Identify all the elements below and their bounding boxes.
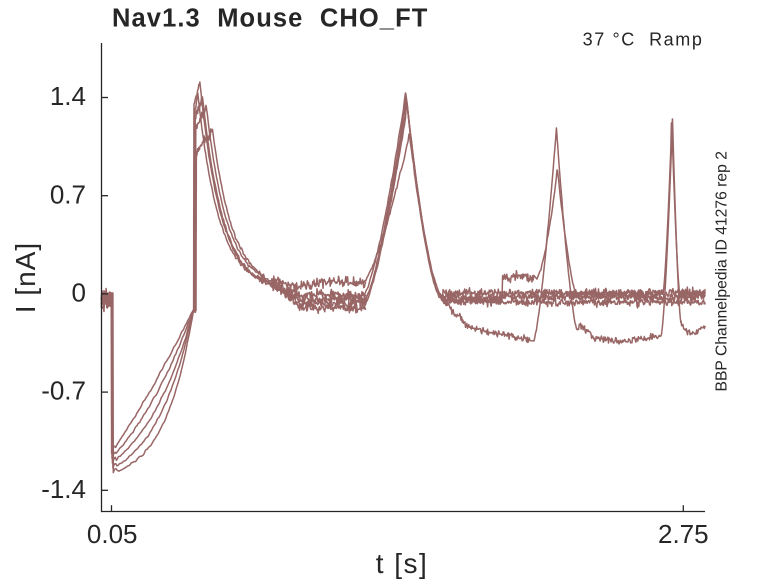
svg-text:0.05: 0.05 [87, 519, 138, 549]
svg-text:t [s]: t [s] [376, 548, 429, 579]
svg-text:1.4: 1.4 [50, 81, 86, 111]
svg-text:0: 0 [72, 278, 86, 308]
svg-text:-0.7: -0.7 [41, 376, 86, 406]
svg-text:BBP Channelpedia ID 41276 rep: BBP Channelpedia ID 41276 rep 2 [714, 151, 731, 391]
svg-text:0.7: 0.7 [50, 179, 86, 209]
svg-text:2.75: 2.75 [658, 519, 709, 549]
svg-text:37 °C Ramp: 37 °C Ramp [583, 30, 704, 50]
svg-text:-1.4: -1.4 [41, 474, 86, 504]
svg-text:I [nA]: I [nA] [10, 242, 41, 313]
svg-text:Nav1.3 Mouse CHO_FT: Nav1.3 Mouse CHO_FT [112, 5, 428, 33]
